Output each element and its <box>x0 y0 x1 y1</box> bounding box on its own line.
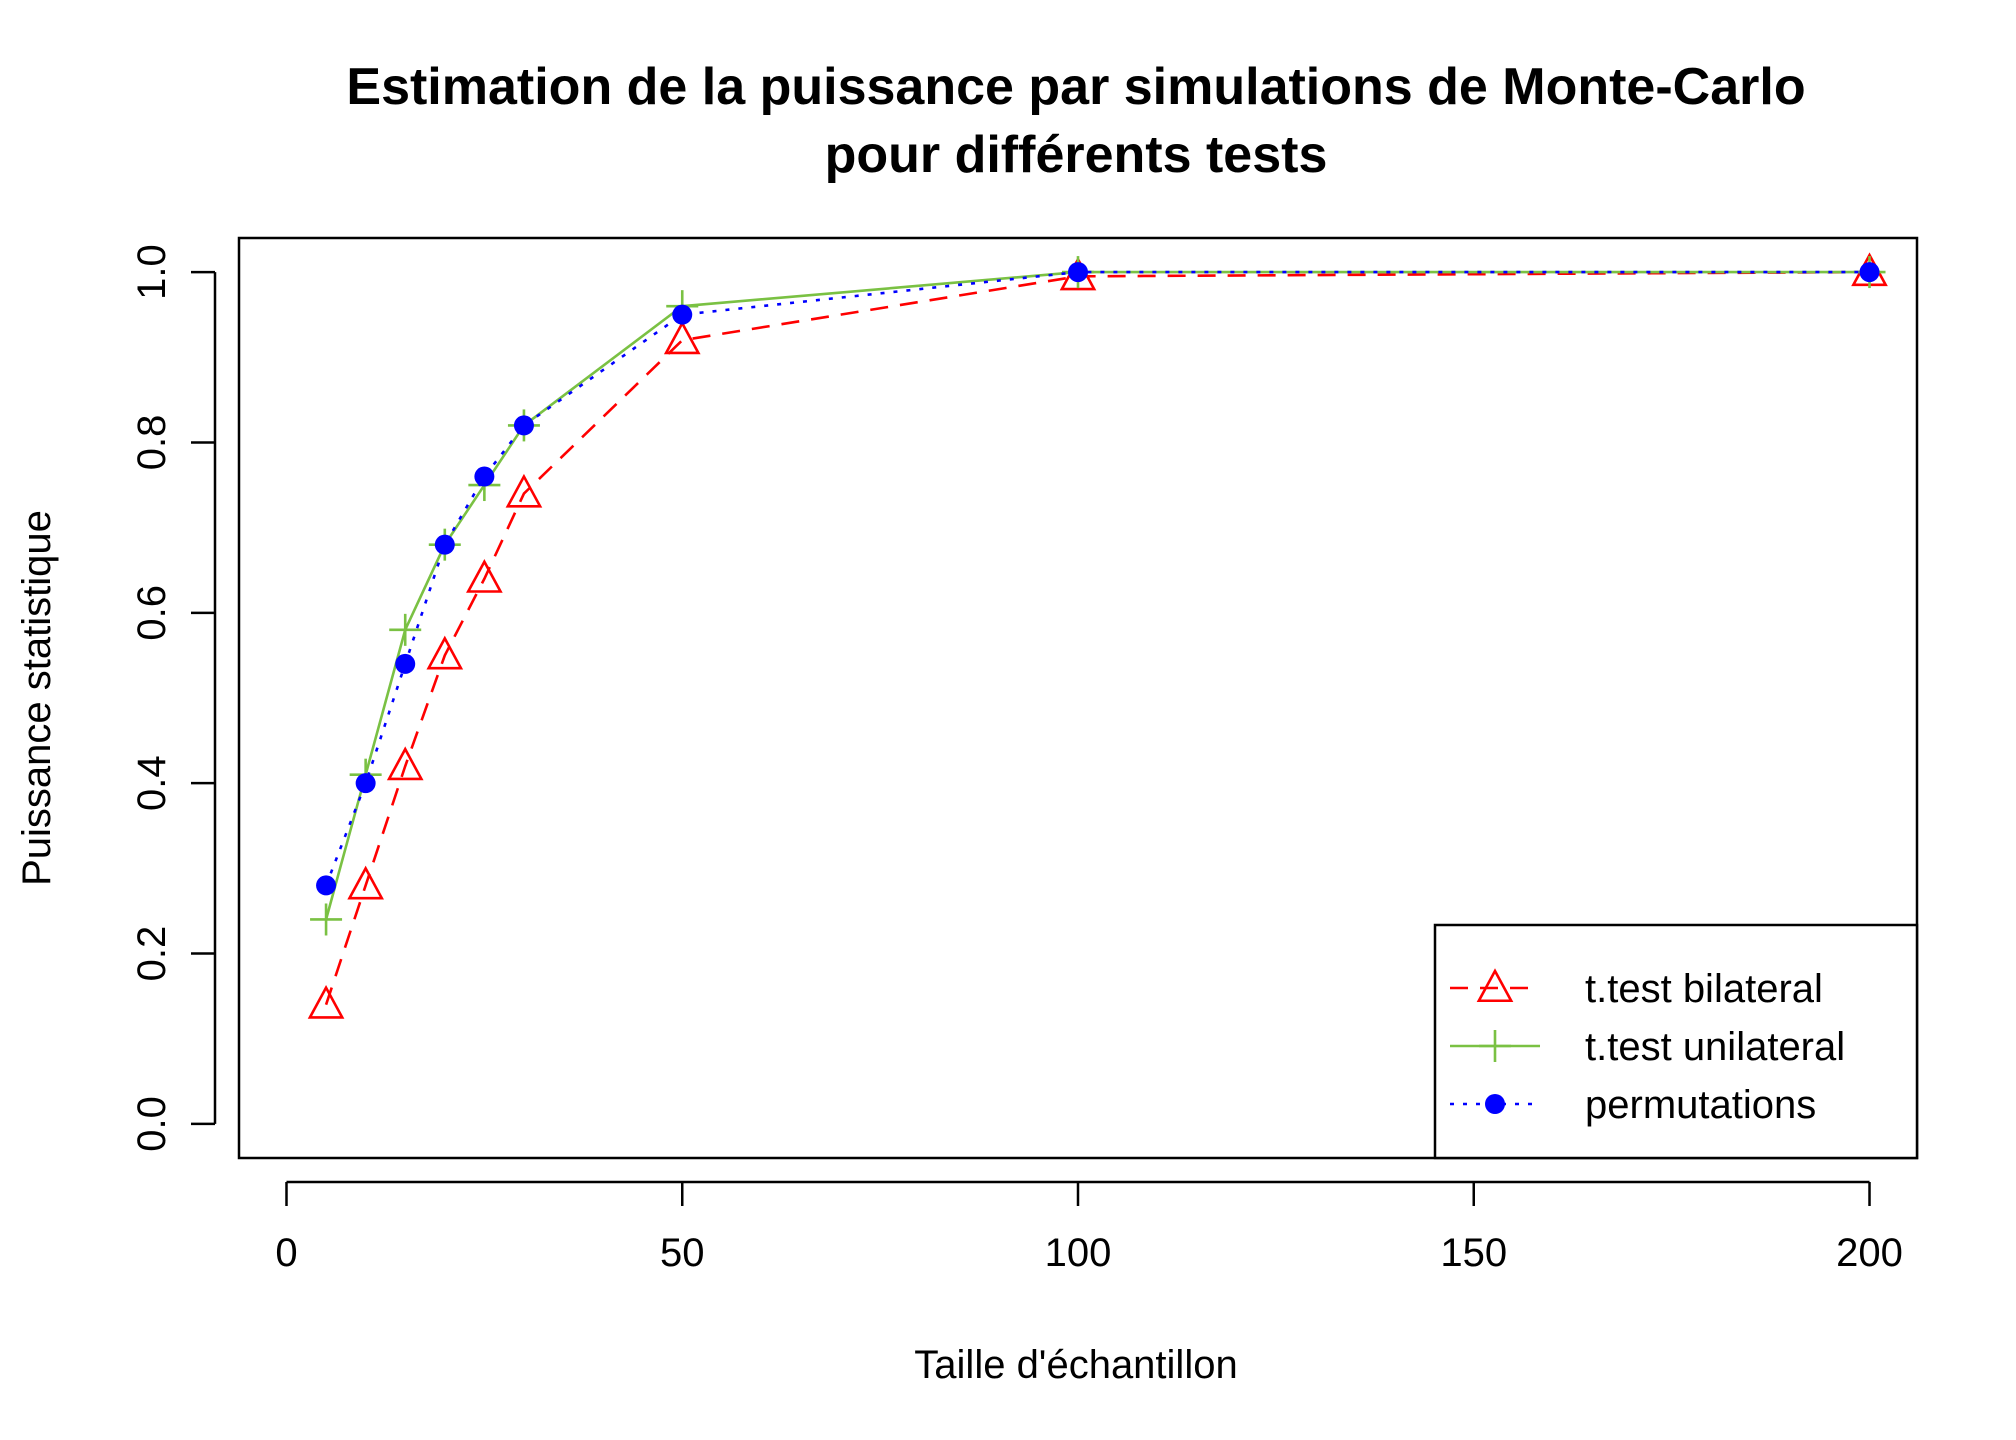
data-point-bilateral <box>347 865 384 900</box>
data-point-unilateral <box>389 613 422 646</box>
chart-subtitle: pour différents tests <box>825 126 1328 184</box>
x-axis-label: Taille d'échantillon <box>914 1343 1237 1387</box>
legend-marker-bilateral <box>1476 968 1514 1003</box>
data-point-unilateral <box>310 903 343 936</box>
y-tick-label: 0.4 <box>130 755 174 811</box>
series-bilateral <box>307 252 1888 1019</box>
data-point-permutations <box>395 653 416 674</box>
data-point-bilateral <box>426 635 464 670</box>
data-point-permutations <box>474 466 495 487</box>
data-point-bilateral <box>663 320 701 355</box>
data-point-permutations <box>1859 262 1880 283</box>
data-point-permutations <box>355 773 376 794</box>
y-tick-label: 0.8 <box>130 415 174 471</box>
series-permutations <box>316 262 1880 896</box>
series-unilateral <box>310 256 1886 936</box>
data-point-permutations <box>513 415 534 436</box>
y-tick-label: 0.2 <box>130 926 174 982</box>
legend-marker-unilateral <box>1479 1030 1511 1062</box>
y-tick-label: 0.0 <box>130 1096 174 1152</box>
legend-label-unilateral: t.test unilateral <box>1585 1025 1845 1069</box>
x-tick-label: 100 <box>1045 1231 1112 1275</box>
data-point-permutations <box>1068 262 1088 283</box>
legend-items: t.test bilateral t.test unilateral permuta… <box>1450 967 1845 1127</box>
x-tick-label: 200 <box>1836 1231 1903 1275</box>
y-axis-label: Puissance statistique <box>15 510 59 886</box>
y-axis: 0.0 0.2 0.4 0.6 0.8 1.0 <box>130 244 217 1152</box>
data-point-bilateral <box>307 984 345 1019</box>
data-point-bilateral <box>466 559 503 593</box>
legend-marker-permutations <box>1485 1094 1505 1114</box>
series-line-permutations <box>324 270 1870 886</box>
series-layer <box>307 252 1888 1019</box>
x-axis: 0 50 100 150 200 <box>275 1180 1903 1275</box>
series-line-unilateral <box>324 270 1870 920</box>
legend: t.test bilateral t.test unilateral permuta… <box>1433 923 1919 1160</box>
series-line-bilateral <box>324 270 1870 1006</box>
x-tick-label: 50 <box>660 1231 705 1275</box>
data-point-bilateral <box>386 746 424 781</box>
data-point-bilateral <box>505 473 543 508</box>
plot-frame <box>237 236 1919 1160</box>
data-point-permutations <box>672 304 693 325</box>
data-point-permutations <box>316 875 337 896</box>
x-tick-label: 0 <box>275 1231 297 1275</box>
chart-title: Estimation de la puissance par simulatio… <box>346 58 1805 116</box>
data-point-permutations <box>434 534 455 555</box>
y-tick-label: 1.0 <box>130 244 174 300</box>
y-tick-label: 0.6 <box>130 585 174 641</box>
legend-label-bilateral: t.test bilateral <box>1585 967 1823 1011</box>
x-tick-label: 150 <box>1440 1231 1507 1275</box>
legend-box <box>1433 923 1919 1160</box>
legend-label-permutations: permutations <box>1585 1083 1816 1127</box>
